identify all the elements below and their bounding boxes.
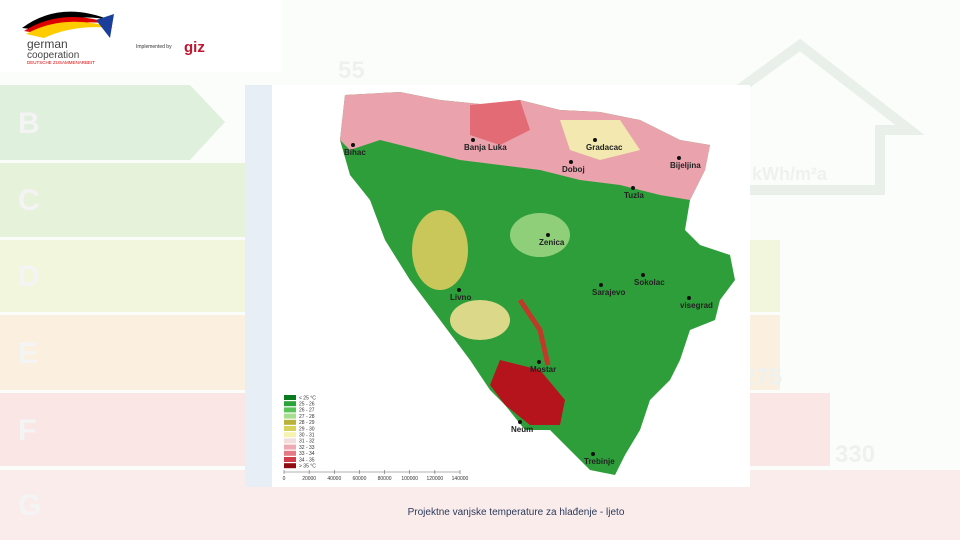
implemented-by: Implemented by	[136, 44, 172, 50]
warm-zone	[340, 92, 710, 200]
scale-label: 0	[283, 476, 286, 482]
legend-label: 32 - 33	[299, 445, 315, 451]
class-letter: E	[18, 337, 38, 370]
city-label: Gradacac	[586, 143, 623, 152]
giz-logo: giz	[184, 39, 205, 56]
legend-label: < 25 °C	[299, 395, 316, 401]
class-bar	[0, 163, 245, 237]
logo-text: cooperation	[27, 50, 79, 61]
legend-swatch	[284, 407, 296, 413]
bg-number: 55	[338, 57, 365, 84]
mild-zone	[412, 210, 468, 290]
house-outline	[687, 38, 925, 195]
mild-zone	[510, 213, 570, 257]
mild-zone	[560, 120, 640, 160]
city-label: Bijeljina	[670, 161, 701, 170]
city-dot	[631, 186, 635, 190]
class-letter: G	[18, 489, 41, 522]
city-dot	[687, 296, 691, 300]
legend-swatch	[284, 419, 296, 425]
legend-swatch	[284, 450, 296, 456]
city-dot	[599, 283, 603, 287]
legend-label: 25 - 26	[299, 402, 315, 408]
legend-swatch	[284, 463, 296, 469]
header-logos: german cooperation DEUTSCHE ZUSAMMENARBE…	[0, 0, 282, 72]
legend-swatch	[284, 426, 296, 431]
legend-label: 27 - 28	[299, 414, 315, 420]
city-dot	[457, 288, 461, 292]
city-label: visegrad	[680, 301, 713, 310]
legend-swatch	[284, 457, 296, 462]
scale-bar: 0 20000 40000 60000 80000 100000 120000 140000	[283, 470, 469, 482]
city-dot	[641, 273, 645, 277]
scale-label: 20000	[302, 476, 316, 482]
city-dot	[471, 138, 475, 142]
legend-swatch	[284, 432, 296, 438]
map-panel: Bihac Banja Luka Gradacac Bijeljina Doboj Tuz…	[245, 85, 750, 487]
legend-label: 33 - 34	[299, 451, 315, 457]
legend-label: 34 - 35	[299, 457, 315, 463]
legend-label: 29 - 30	[299, 426, 315, 432]
city-dot	[518, 420, 522, 424]
scale-label: 120000	[427, 476, 444, 482]
scale-label: 60000	[352, 476, 366, 482]
scale-label: 100000	[401, 476, 418, 482]
class-letter: D	[18, 260, 40, 293]
city-label: Tuzla	[624, 191, 644, 200]
class-bar	[0, 470, 960, 540]
city-label: Zenica	[539, 238, 565, 247]
scale-label: 80000	[378, 476, 392, 482]
class-bar	[0, 85, 225, 160]
city-label: Banja Luka	[464, 143, 507, 152]
city-dot	[677, 156, 681, 160]
bg-number: 330	[835, 441, 875, 468]
city-dot	[537, 360, 541, 364]
legend-swatch	[284, 438, 296, 444]
logo-text: german	[27, 37, 68, 51]
hot-valley	[517, 298, 551, 366]
legend-label: 31 - 32	[299, 439, 315, 445]
legend-swatch	[284, 395, 296, 400]
warm-zone	[470, 100, 530, 145]
hot-zone	[490, 360, 565, 425]
legend-label: 30 - 31	[299, 433, 315, 439]
city-dot	[569, 160, 573, 164]
legend-label: 28 - 29	[299, 420, 315, 426]
city-label: Trebinje	[584, 457, 615, 466]
legend-swatch	[284, 401, 296, 407]
class-letter: C	[18, 184, 40, 217]
legend-label: 26 - 27	[299, 408, 315, 414]
flag-bih	[96, 14, 114, 38]
city-label: Sokolac	[634, 278, 665, 287]
city-label: Livno	[450, 293, 471, 302]
mild-zone	[450, 300, 510, 340]
scale-label: 40000	[327, 476, 341, 482]
flag-swoosh	[26, 21, 114, 38]
bg-unit: kWh/m²a	[752, 164, 828, 184]
city-label: Neum	[511, 425, 533, 434]
legend-label: > 35 °C	[299, 464, 316, 470]
city-dot	[591, 452, 595, 456]
city-dot	[593, 138, 597, 142]
class-letter: B	[18, 107, 40, 140]
logo-text: DEUTSCHE ZUSAMMENARBEIT	[27, 60, 95, 65]
city-dot	[351, 143, 355, 147]
city-dot	[546, 233, 550, 237]
city-label: Doboj	[562, 165, 585, 174]
legend-swatch	[284, 413, 296, 419]
city-label: Mostar	[530, 365, 556, 374]
class-letter: F	[18, 414, 36, 447]
city-label: Sarajevo	[592, 288, 625, 297]
city-label: Bihac	[344, 148, 366, 157]
map-strip	[245, 85, 272, 487]
legend-swatch	[284, 444, 296, 450]
caption: Projektne vanjske temperature za hlađenj…	[408, 507, 625, 518]
scale-label: 140000	[452, 476, 469, 482]
city-layer: Bihac Banja Luka Gradacac Bijeljina Doboj Tuz…	[344, 138, 713, 466]
